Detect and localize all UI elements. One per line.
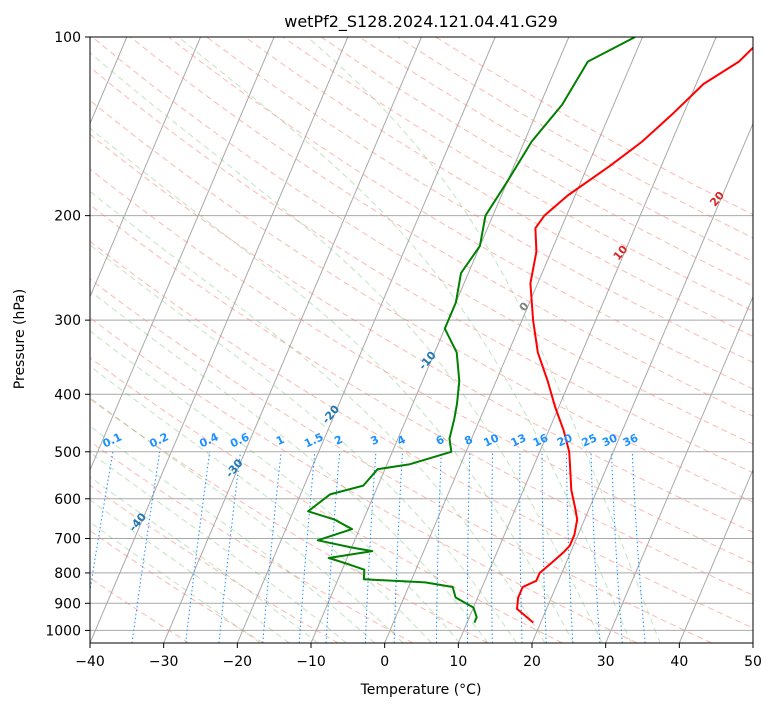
moist-adiabat-line (0, 37, 574, 643)
isotherm-line (0, 37, 201, 643)
mixing-ratio-label: 0.6 (228, 430, 251, 450)
dry-adiabat-line (436, 37, 775, 643)
background-lines (0, 37, 775, 643)
chart-title: wetPf2_S128.2024.121.04.41.G29 (284, 12, 558, 32)
dry-adiabat-line (0, 37, 712, 643)
mixing-ratio-label: 0.1 (101, 430, 124, 450)
dry-adiabat-line (169, 37, 775, 643)
moist-adiabat-line (0, 37, 403, 643)
dry-adiabat-line (0, 37, 264, 643)
mixing-ratio-line (186, 452, 210, 643)
dry-adiabat-line (130, 37, 775, 643)
y-tick-label: 300 (54, 313, 81, 329)
mixing-ratio-label: 20 (555, 431, 575, 449)
dry-adiabat-line (0, 37, 775, 643)
isotherm-line (753, 37, 775, 643)
moist-adiabat-line (0, 37, 289, 643)
mixing-ratio-line (520, 452, 522, 643)
mixing-ratio-label: 0.4 (197, 430, 220, 450)
mixing-ratio-label: 2 (332, 433, 344, 448)
dry-adiabat-line (207, 37, 775, 643)
mixing-ratio-line (632, 452, 645, 643)
mixing-ratio-line (219, 452, 241, 643)
moist-adiabat-line (0, 37, 375, 643)
mixing-ratio-label: 0.2 (147, 430, 170, 450)
temperature-profile-line (517, 37, 764, 623)
moist-adiabat-line (0, 37, 517, 643)
isotherm-label: -30 (223, 456, 246, 480)
x-tick-label: −20 (223, 654, 253, 670)
x-tick-label: −40 (75, 654, 105, 670)
y-tick-label: 400 (54, 387, 81, 403)
y-tick-label: 100 (54, 30, 81, 46)
mixing-ratio-line (82, 452, 113, 643)
mixing-ratio-label: 25 (580, 431, 599, 449)
isotherm-line (385, 37, 643, 643)
x-tick-label: 40 (670, 654, 688, 670)
y-axis-label: Pressure (hPa) (12, 289, 28, 389)
mixing-ratio-line (612, 452, 623, 643)
mixing-ratio-label: 4 (395, 433, 408, 448)
y-tick-label: 1000 (45, 623, 81, 639)
mixing-ratio-label: 6 (434, 433, 447, 448)
moist-adiabat-line (0, 37, 545, 643)
mixing-ratio-line (436, 452, 441, 643)
mixing-ratio-line (591, 452, 600, 643)
mixing-ratio-label: 13 (509, 431, 528, 449)
x-tick-label: 0 (380, 654, 389, 670)
isotherm-line (16, 37, 274, 643)
moist-adiabat-line (0, 37, 488, 643)
isotherm-label: -20 (320, 402, 343, 426)
dry-adiabat-line (359, 37, 775, 643)
x-tick-label: 50 (744, 654, 762, 670)
y-tick-label: 900 (54, 596, 81, 612)
isotherm-line (90, 37, 348, 643)
isotherm-label: -50 (30, 564, 53, 588)
mixing-ratio-label: 36 (621, 431, 641, 449)
isotherm-line (458, 37, 716, 643)
moist-adiabat-line (0, 37, 318, 643)
mixing-ratio-label: 1.5 (302, 430, 325, 450)
x-tick-label: −30 (149, 654, 179, 670)
y-tick-label: 500 (54, 445, 81, 461)
y-tick-label: 600 (54, 492, 81, 508)
x-tick-label: −10 (296, 654, 326, 670)
mixing-ratio-label: 30 (600, 431, 620, 449)
isotherm-line (679, 37, 775, 643)
x-axis-label: Temperature (°C) (360, 682, 482, 698)
dry-adiabat-line (0, 37, 488, 643)
profile-lines (308, 37, 764, 623)
moist-adiabat-line (0, 37, 260, 643)
mixing-ratio-line (467, 452, 470, 643)
mixing-ratio-label: 3 (369, 433, 381, 448)
dry-adiabat-line (0, 37, 637, 643)
y-tick-label: 200 (54, 209, 81, 225)
mixing-ratio-line (492, 452, 493, 643)
y-tick-label: 700 (54, 532, 81, 548)
isotherm-line (606, 37, 775, 643)
mixing-ratio-line (299, 452, 315, 643)
x-tick-label: 10 (449, 654, 467, 670)
x-tick-label: 20 (523, 654, 541, 670)
x-tick-label: 30 (597, 654, 615, 670)
dry-adiabat-line (283, 37, 775, 643)
dry-adiabat-line (0, 37, 338, 643)
isotherm-label: -40 (126, 510, 149, 534)
dry-adiabat-line (245, 37, 775, 643)
y-tick-label: 800 (54, 566, 81, 582)
dry-adiabat-line (0, 37, 189, 643)
moist-adiabat-line (0, 37, 346, 643)
dry-adiabat-line (0, 37, 413, 643)
isotherm-label: -10 (416, 349, 439, 373)
